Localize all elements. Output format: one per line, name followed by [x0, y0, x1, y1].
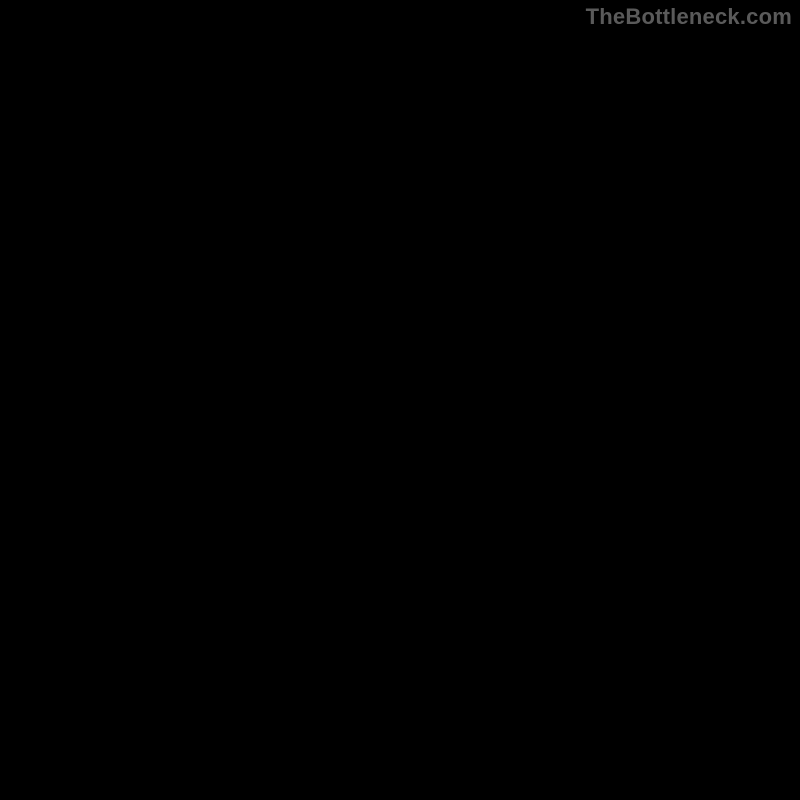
chart-root: TheBottleneck.com [0, 0, 800, 800]
outer-background [0, 0, 800, 800]
watermark-text: TheBottleneck.com [586, 4, 792, 30]
